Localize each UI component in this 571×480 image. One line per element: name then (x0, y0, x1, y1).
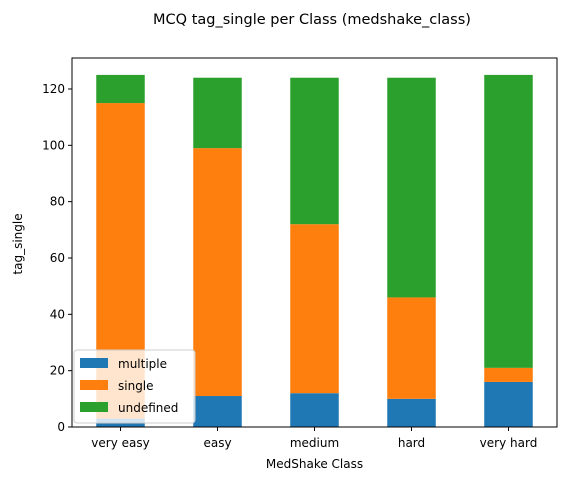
y-tick-label: 0 (57, 420, 65, 434)
y-tick-label: 120 (42, 82, 65, 96)
bar-undefined-hard (387, 77, 436, 298)
bar-undefined-easy (193, 77, 242, 149)
legend-label-undefined: undefined (118, 401, 178, 415)
legend-swatch-undefined (80, 402, 108, 412)
y-tick-label: 80 (50, 195, 65, 209)
bar-undefined-very-hard (484, 74, 533, 368)
legend-label-multiple: multiple (118, 357, 167, 371)
x-tick-label: very hard (480, 436, 538, 450)
chart-title: MCQ tag_single per Class (medshake_class… (153, 12, 471, 28)
legend-swatch-multiple (80, 358, 108, 368)
bar-undefined-medium (290, 77, 339, 225)
x-tick-label: very easy (91, 436, 149, 450)
y-tick-label: 20 (50, 364, 65, 378)
bar-undefined-very-easy (96, 74, 145, 104)
bar-single-hard (387, 297, 436, 399)
bar-single-easy (193, 148, 242, 397)
legend-swatch-single (80, 380, 108, 390)
bar-multiple-very-hard (484, 381, 533, 427)
y-tick-label: 100 (42, 138, 65, 152)
y-tick-label: 40 (50, 307, 65, 321)
bar-single-very-hard (484, 367, 533, 382)
y-axis-label: tag_single (11, 213, 25, 274)
bar-multiple-hard (387, 398, 436, 427)
x-tick-label: medium (290, 436, 339, 450)
x-tick-label: hard (398, 436, 425, 450)
bar-single-medium (290, 224, 339, 394)
legend: multiple single undefined (73, 349, 196, 424)
bar-multiple-medium (290, 393, 339, 427)
bar-multiple-easy (193, 396, 242, 427)
y-tick-label: 60 (50, 251, 65, 265)
bars-group (96, 74, 533, 427)
x-tick-label: easy (203, 436, 231, 450)
axes-group: 0 20 40 60 80 100 120 very easy easy medium hard ve… (42, 57, 558, 450)
x-axis-label: MedShake Class (266, 457, 363, 471)
legend-label-single: single (118, 379, 154, 393)
